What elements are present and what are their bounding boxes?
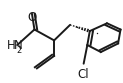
Text: H: H: [7, 39, 16, 52]
Text: N: N: [14, 39, 23, 52]
Text: O: O: [27, 11, 37, 24]
Text: Cl: Cl: [78, 68, 89, 81]
Text: 2: 2: [16, 46, 21, 55]
